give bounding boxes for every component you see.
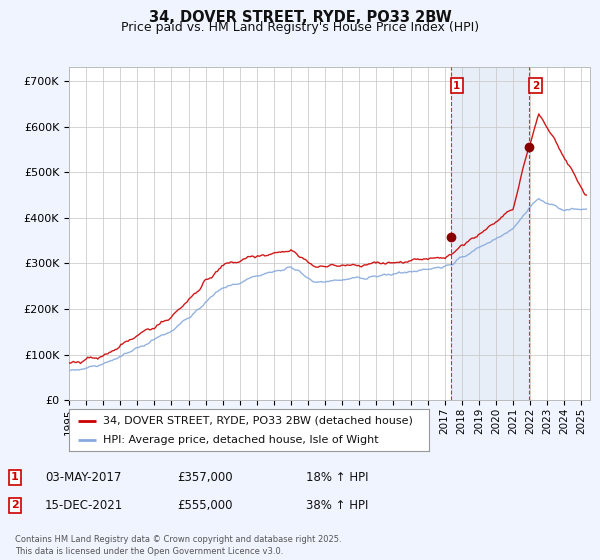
Text: 1: 1 (453, 81, 460, 91)
Text: 38% ↑ HPI: 38% ↑ HPI (306, 498, 368, 512)
Text: 1: 1 (11, 472, 19, 482)
Text: Contains HM Land Registry data © Crown copyright and database right 2025.
This d: Contains HM Land Registry data © Crown c… (15, 535, 341, 556)
Text: 03-MAY-2017: 03-MAY-2017 (45, 470, 121, 484)
Text: 15-DEC-2021: 15-DEC-2021 (45, 498, 123, 512)
Text: HPI: Average price, detached house, Isle of Wight: HPI: Average price, detached house, Isle… (103, 435, 379, 445)
Text: 34, DOVER STREET, RYDE, PO33 2BW (detached house): 34, DOVER STREET, RYDE, PO33 2BW (detach… (103, 416, 413, 426)
Text: £555,000: £555,000 (177, 498, 233, 512)
Text: £357,000: £357,000 (177, 470, 233, 484)
Text: 18% ↑ HPI: 18% ↑ HPI (306, 470, 368, 484)
Bar (451, 67, 529, 400)
Text: 2: 2 (11, 500, 19, 510)
Text: 34, DOVER STREET, RYDE, PO33 2BW: 34, DOVER STREET, RYDE, PO33 2BW (149, 10, 451, 25)
Text: 2: 2 (532, 81, 539, 91)
Text: Price paid vs. HM Land Registry's House Price Index (HPI): Price paid vs. HM Land Registry's House … (121, 21, 479, 34)
